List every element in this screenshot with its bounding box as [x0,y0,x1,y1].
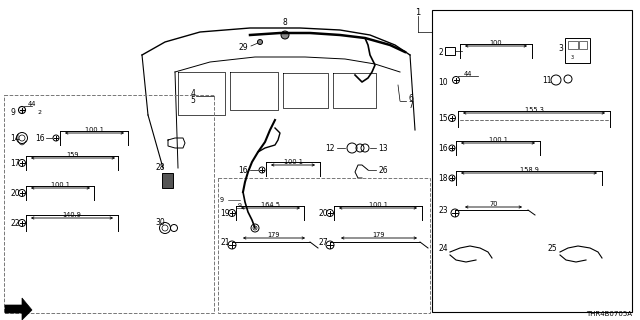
Text: 44: 44 [464,71,472,77]
Text: 22: 22 [10,219,19,228]
Bar [432,10,632,312]
Text: 15: 15 [438,114,447,123]
Text: 8: 8 [283,18,287,27]
Text: 11: 11 [542,76,552,84]
Text: 100 1: 100 1 [488,137,508,142]
Text: 155 3: 155 3 [525,107,543,113]
Text: 30: 30 [155,218,164,227]
Text: 28: 28 [155,163,164,172]
Polygon shape [5,298,32,320]
Text: 23: 23 [438,205,447,214]
Bar [4,95,214,313]
Text: 6: 6 [408,93,413,102]
Text: 20: 20 [10,188,20,197]
Text: 18: 18 [438,173,447,182]
Text: 159: 159 [67,151,79,157]
Text: 5: 5 [191,95,195,105]
Text: 2: 2 [37,109,41,115]
Text: THR4B0705A: THR4B0705A [586,311,632,317]
Text: 179: 179 [372,231,385,237]
Text: 21: 21 [220,237,230,246]
Text: 25: 25 [548,244,557,252]
Text: 27: 27 [318,237,328,246]
Text: 9: 9 [220,197,224,203]
Text: 26: 26 [378,165,388,174]
Text: 100: 100 [490,39,502,45]
Circle shape [257,39,262,44]
Text: 70: 70 [489,201,498,206]
Text: 16: 16 [35,133,45,142]
Text: 17: 17 [10,158,20,167]
Text: 100 1: 100 1 [51,181,70,188]
Text: 24: 24 [438,244,447,252]
Text: 44: 44 [28,101,36,107]
Bar [568,41,578,49]
Text: 10: 10 [438,77,447,86]
Text: 1: 1 [415,7,420,17]
Bar [445,47,455,55]
Text: 2: 2 [438,47,443,57]
Text: 16: 16 [238,165,248,174]
Bar [218,178,430,313]
Text: 16: 16 [438,143,447,153]
Text: 100 1: 100 1 [85,126,104,132]
Text: 179: 179 [268,231,280,237]
Text: 158 9: 158 9 [520,166,538,172]
Circle shape [281,31,289,39]
Bar [565,38,590,63]
Text: 140.9: 140.9 [63,212,81,218]
Text: 100 1: 100 1 [284,158,303,164]
Text: 164 5: 164 5 [261,202,280,207]
Text: 4: 4 [191,89,195,98]
Text: 20: 20 [318,209,328,218]
Text: 12: 12 [326,143,335,153]
Text: 13: 13 [378,143,388,153]
Text: 29: 29 [238,43,248,52]
Text: 3: 3 [570,54,573,60]
Text: 14: 14 [10,133,20,142]
Text: 9: 9 [238,203,242,207]
Text: 7: 7 [408,100,413,109]
Bar [579,41,587,49]
Bar [162,173,173,188]
Text: 9: 9 [10,108,15,116]
Text: 19: 19 [220,209,230,218]
Text: 100 1: 100 1 [369,202,387,207]
Text: 3: 3 [558,44,563,52]
Text: FR.: FR. [24,303,38,313]
